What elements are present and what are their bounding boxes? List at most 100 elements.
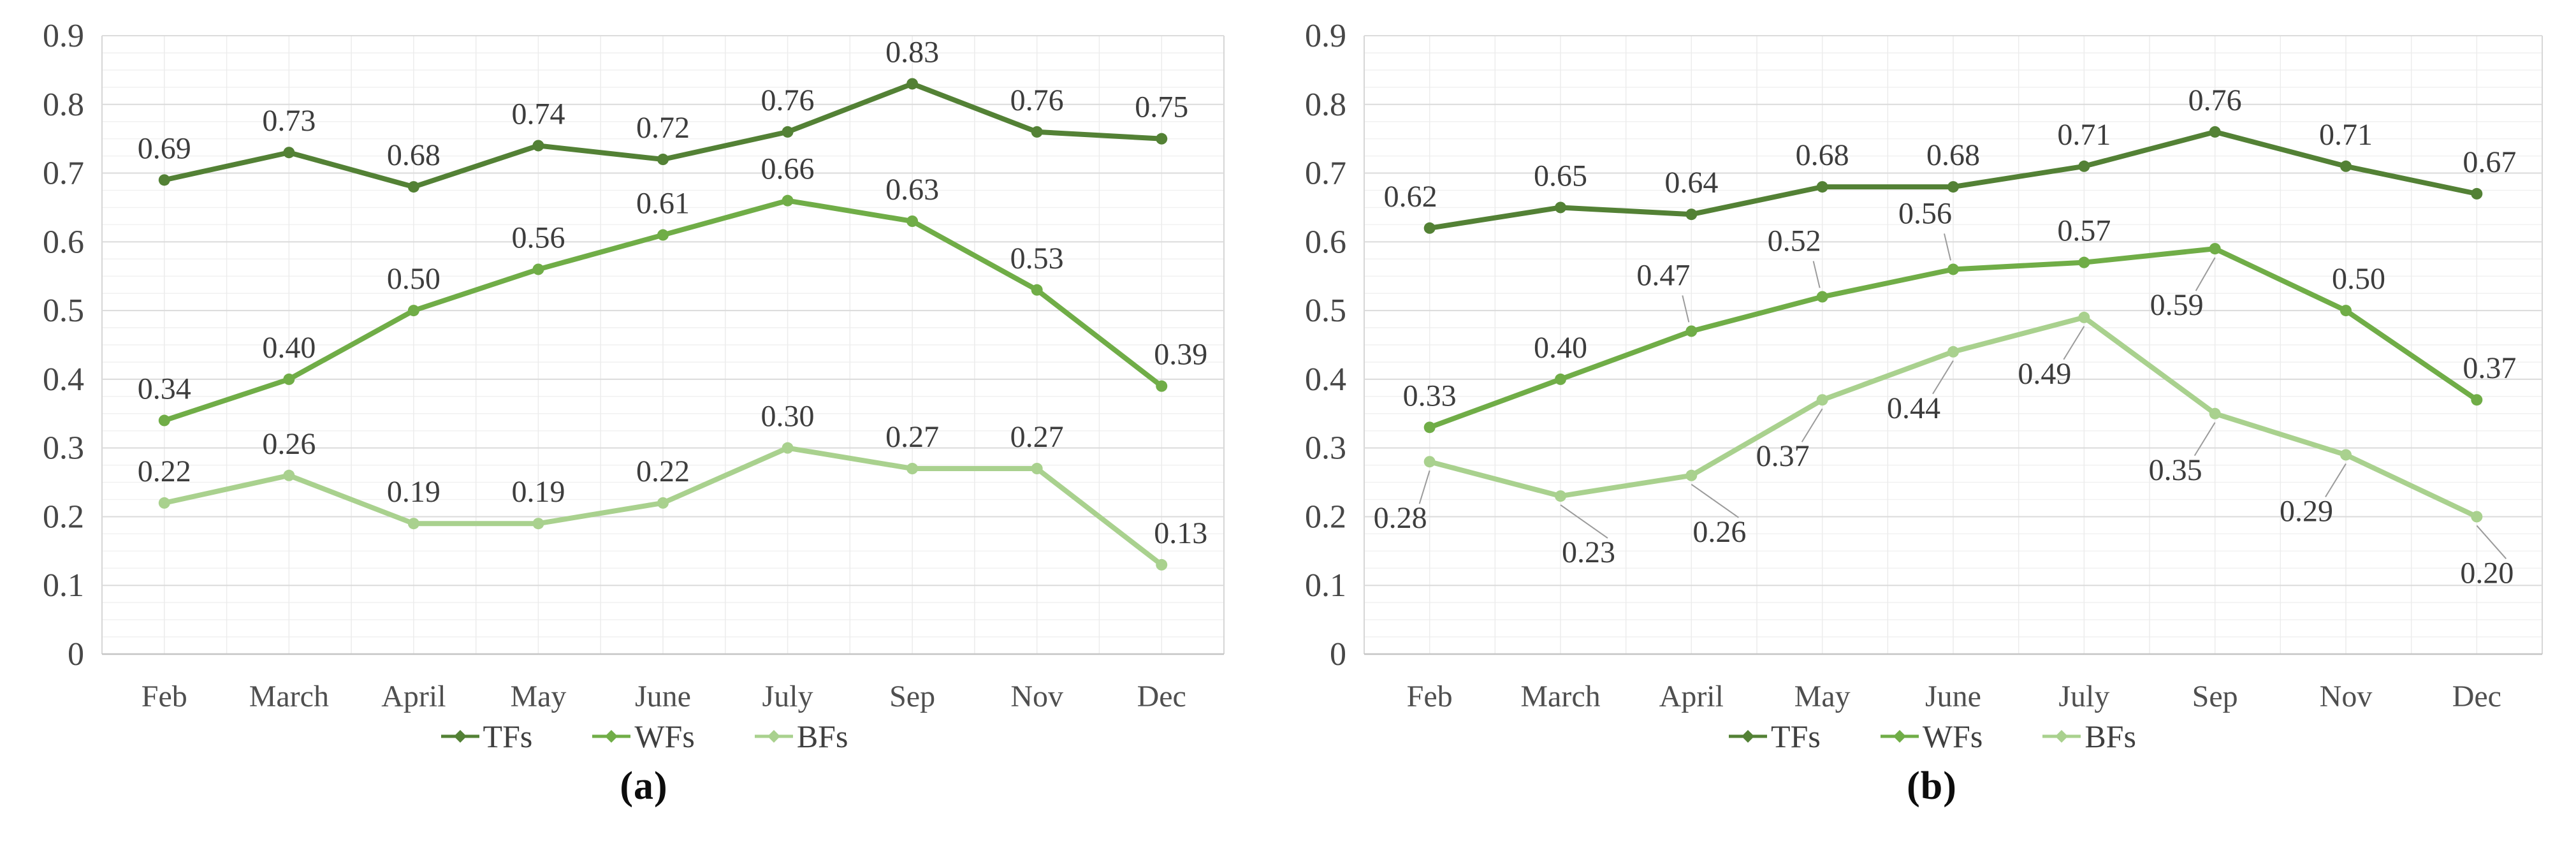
- series-wfs-labels: 0.34 0.40 0.50 0.56 0.61 0.66 0.63 0.53 0.39: [138, 152, 1207, 406]
- y-axis-labels: 0 0.1 0.2 0.3 0.4 0.5 0.6 0.7 0.8 0.9: [1305, 18, 1346, 673]
- svg-text:Dec: Dec: [2452, 680, 2501, 713]
- svg-text:0.4: 0.4: [43, 361, 84, 398]
- svg-text:0.34: 0.34: [138, 372, 191, 406]
- svg-text:0.39: 0.39: [1154, 338, 1207, 372]
- svg-text:0.71: 0.71: [2319, 118, 2373, 152]
- svg-text:0.23: 0.23: [1562, 536, 1615, 569]
- legend-label-tfs: TFs: [1771, 718, 1821, 754]
- legend-label-bfs: BFs: [796, 718, 848, 754]
- svg-text:0.62: 0.62: [1384, 180, 1437, 214]
- svg-text:0.69: 0.69: [138, 131, 191, 165]
- svg-text:0.22: 0.22: [138, 455, 191, 488]
- svg-text:0.50: 0.50: [2332, 262, 2385, 296]
- svg-text:0.6: 0.6: [43, 224, 84, 260]
- svg-text:0.68: 0.68: [1796, 138, 1849, 172]
- legend-marker-bfs-icon: [754, 730, 793, 743]
- gridlines: [101, 35, 1225, 655]
- svg-text:Feb: Feb: [142, 680, 187, 713]
- svg-text:April: April: [381, 680, 446, 713]
- svg-text:0.40: 0.40: [1534, 331, 1587, 365]
- legend-item-wfs: WFs: [591, 720, 695, 752]
- svg-text:0.67: 0.67: [2463, 145, 2516, 179]
- svg-text:0.20: 0.20: [2460, 556, 2514, 590]
- series-bfs-labels: 0.22 0.26 0.19 0.19 0.22 0.30 0.27 0.27 0.13: [138, 400, 1207, 550]
- series-bfs: [1418, 311, 2507, 560]
- svg-text:0.44: 0.44: [1887, 391, 1940, 425]
- legend-label-wfs: WFs: [1922, 718, 1983, 754]
- chart-b-legend: TFs WFs BFs: [1288, 714, 2576, 759]
- svg-text:0.59: 0.59: [2150, 288, 2204, 322]
- legend-marker-wfs-icon: [1880, 730, 1919, 743]
- chart-a-caption: (a): [620, 764, 668, 808]
- svg-text:0.50: 0.50: [387, 262, 440, 296]
- x-axis-labels: Feb March April May June July Sep Nov Dec: [142, 680, 1186, 713]
- svg-text:0.37: 0.37: [1756, 439, 1810, 473]
- svg-text:0.63: 0.63: [885, 173, 939, 207]
- series-tfs: [158, 78, 1168, 193]
- svg-text:0.26: 0.26: [1692, 515, 1746, 549]
- series-wfs-labels: 0.33 0.40 0.47 0.52 0.56 0.57 0.59 0.50 0.37: [1403, 196, 2517, 412]
- svg-text:0.75: 0.75: [1135, 91, 1188, 124]
- svg-text:Sep: Sep: [2192, 680, 2238, 713]
- svg-text:0.1: 0.1: [43, 567, 84, 604]
- svg-text:March: March: [1520, 680, 1600, 713]
- svg-text:0.7: 0.7: [1305, 156, 1346, 192]
- svg-text:0.2: 0.2: [43, 499, 84, 535]
- svg-text:Feb: Feb: [1407, 680, 1453, 713]
- chart-a-legend: TFs WFs BFs: [0, 714, 1288, 759]
- svg-text:0.9: 0.9: [43, 18, 84, 54]
- svg-text:0.22: 0.22: [636, 455, 690, 488]
- legend-label-tfs: TFs: [483, 718, 533, 754]
- svg-text:0.30: 0.30: [761, 400, 815, 434]
- svg-text:0.83: 0.83: [885, 35, 939, 69]
- legend-label-bfs: BFs: [2085, 718, 2136, 754]
- svg-text:June: June: [1925, 680, 1981, 713]
- svg-text:0.13: 0.13: [1154, 516, 1207, 550]
- chart-a-panel: 0 0.1 0.2 0.3 0.4 0.5 0.6 0.7 0.8 0.9 Feb March Apri…: [0, 18, 1288, 808]
- legend-item-tfs: TFs: [440, 718, 533, 754]
- svg-text:0.65: 0.65: [1534, 159, 1587, 193]
- svg-text:April: April: [1659, 680, 1724, 713]
- svg-text:0.49: 0.49: [2018, 357, 2071, 391]
- gridlines: [1364, 35, 2543, 655]
- chart-a-plot: 0 0.1 0.2 0.3 0.4 0.5 0.6 0.7 0.8 0.9 Feb March Apri…: [43, 18, 1225, 713]
- chart-b-plot: 0 0.1 0.2 0.3 0.4 0.5 0.6 0.7 0.8 0.9 Feb March Apri…: [1305, 18, 2543, 713]
- svg-text:0.64: 0.64: [1664, 166, 1718, 200]
- legend-item-bfs: BFs: [753, 720, 848, 752]
- svg-text:0.56: 0.56: [511, 221, 565, 254]
- svg-text:0.6: 0.6: [1305, 224, 1346, 260]
- svg-text:0.3: 0.3: [43, 430, 84, 467]
- svg-text:0.29: 0.29: [2280, 494, 2333, 528]
- svg-text:0.76: 0.76: [2188, 84, 2242, 117]
- svg-text:0.40: 0.40: [262, 331, 316, 365]
- svg-text:0.5: 0.5: [1305, 293, 1346, 329]
- svg-text:0.68: 0.68: [1926, 138, 1980, 172]
- svg-text:0.26: 0.26: [262, 427, 316, 461]
- legend-marker-wfs-icon: [592, 730, 631, 743]
- svg-text:0.56: 0.56: [1898, 196, 1952, 230]
- svg-text:0.37: 0.37: [2463, 351, 2516, 385]
- svg-text:Dec: Dec: [1137, 680, 1186, 713]
- series-tfs: [1423, 126, 2483, 234]
- svg-text:0.27: 0.27: [1010, 420, 1064, 454]
- x-axis-labels: Feb March April May June July Sep Nov Dec: [1407, 680, 2501, 713]
- series-bfs: [158, 442, 1168, 571]
- svg-text:0.8: 0.8: [43, 87, 84, 123]
- svg-text:0.35: 0.35: [2149, 453, 2202, 487]
- svg-text:0.74: 0.74: [511, 97, 565, 131]
- y-axis-labels: 0 0.1 0.2 0.3 0.4 0.5 0.6 0.7 0.8 0.9: [43, 18, 84, 673]
- svg-text:Sep: Sep: [889, 680, 935, 713]
- legend-item-tfs: TFs: [1728, 720, 1821, 752]
- svg-text:June: June: [635, 680, 691, 713]
- legend-item-bfs: BFs: [2041, 720, 2136, 752]
- svg-text:0: 0: [68, 636, 84, 673]
- svg-text:0.1: 0.1: [1305, 567, 1346, 604]
- svg-text:0.5: 0.5: [43, 293, 84, 329]
- svg-text:0: 0: [1330, 636, 1346, 673]
- svg-text:0.72: 0.72: [636, 111, 690, 145]
- svg-text:May: May: [510, 680, 566, 713]
- svg-text:0.68: 0.68: [387, 138, 440, 172]
- svg-text:0.7: 0.7: [43, 156, 84, 192]
- series-wfs: [158, 194, 1168, 426]
- legend-marker-bfs-icon: [2042, 730, 2081, 743]
